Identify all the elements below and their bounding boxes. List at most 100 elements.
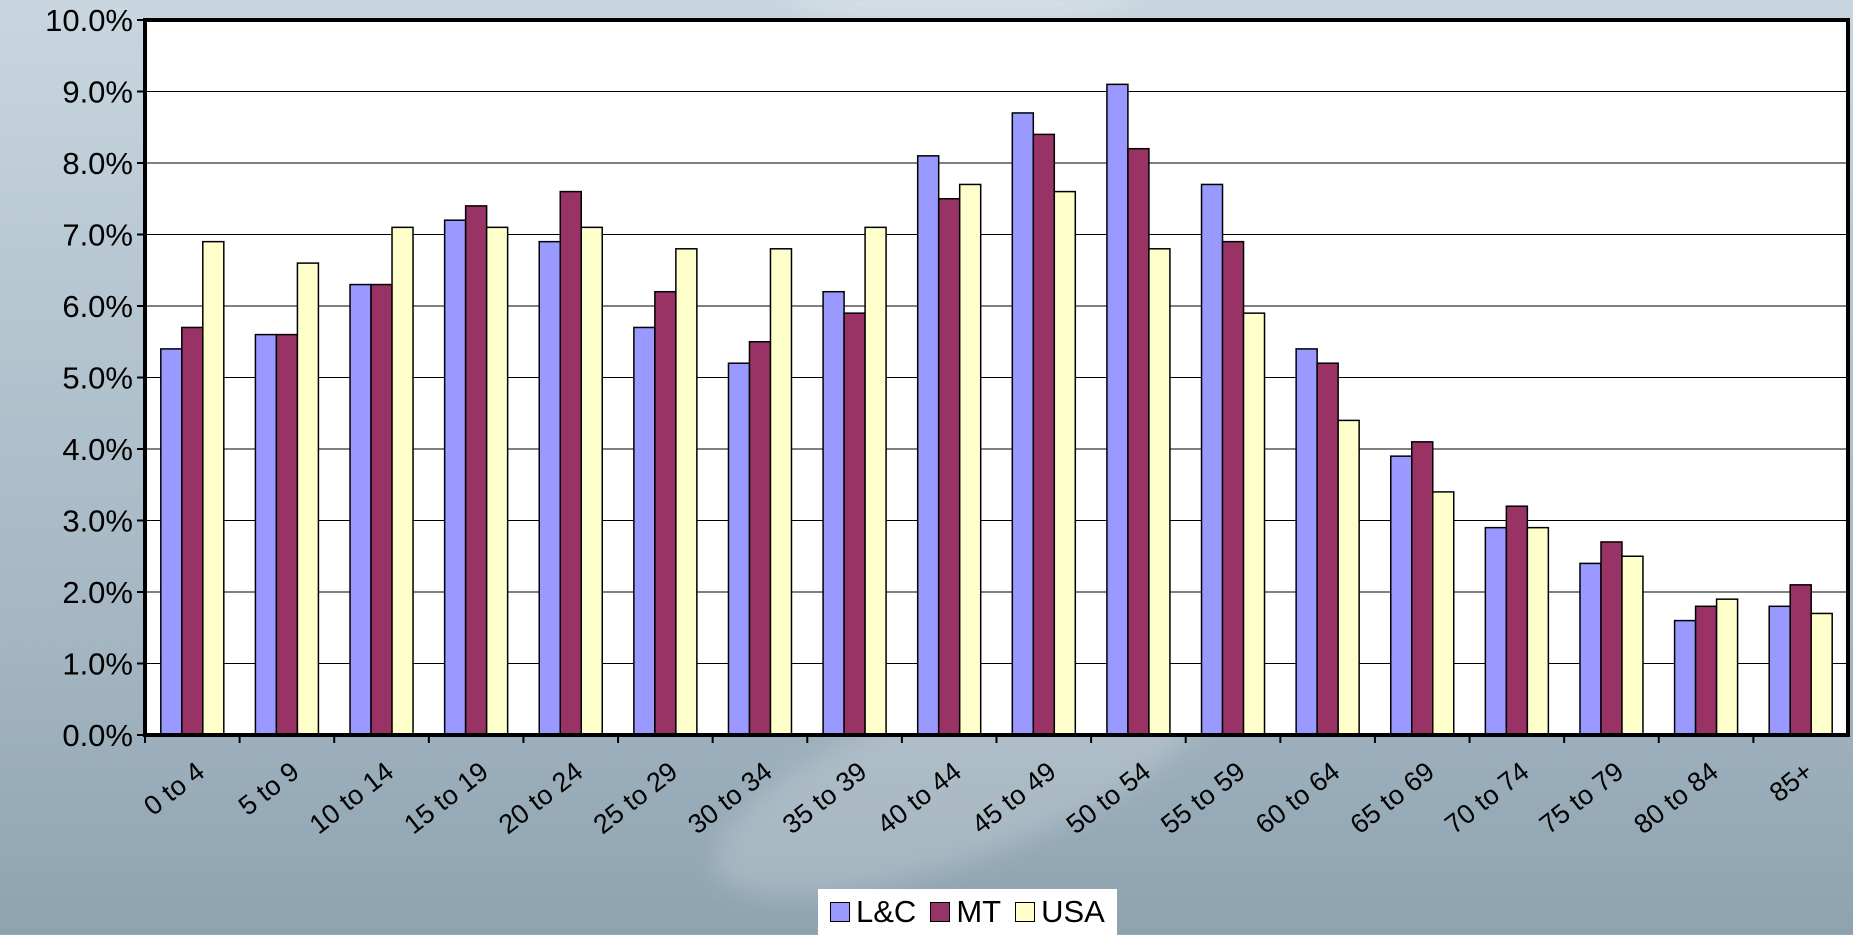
bar-usa-85plus [1810,612,1833,736]
bar-mt-50-to-54 [1127,147,1150,736]
x-tick-label: 40 to 44 [872,756,967,840]
bar-mt-15-to-19 [464,205,488,736]
bar-usa-75-to-79 [1621,555,1644,736]
bar-mt-0-to-4 [181,326,204,736]
bar-usa-80-to-84 [1715,598,1739,736]
x-tick-labels: 0 to 4 5 to 9 10 to 14 15 to 19 20 to 24 25 t… [138,756,1818,840]
x-tick-label: 45 to 49 [966,756,1061,840]
bar-mt-25-to-29 [654,290,677,736]
bar-lc-25-to-29 [633,326,656,736]
bar-usa-0-to-4 [202,240,225,736]
bar-usa-10-to-14 [391,226,414,736]
x-tick-label: 70 to 74 [1439,756,1534,840]
x-tick-label: 60 to 64 [1250,756,1345,840]
legend-item-usa: USA [1015,894,1105,930]
bar-mt-65-to-69 [1411,441,1434,736]
bar-lc-30-to-34 [727,362,751,736]
bar-mt-75-to-79 [1600,541,1623,736]
bar-lc-50-to-54 [1106,83,1129,736]
y-tick-label: 6.0% [62,289,133,324]
bar-lc-0-to-4 [160,348,183,736]
y-tick-label: 1.0% [62,647,133,682]
legend-item-mt: MT [930,894,1001,930]
x-tick-label: 75 to 79 [1534,756,1629,840]
bar-mt-35-to-39 [843,312,866,736]
bar-usa-40-to-44 [958,183,982,736]
bar-lc-60-to-64 [1295,348,1318,736]
bar-usa-45-to-49 [1053,190,1077,736]
x-tick-label: 20 to 24 [493,756,588,840]
x-tick-label: 55 to 59 [1155,756,1250,840]
bar-usa-65-to-69 [1432,491,1455,736]
bar-lc-5-to-9 [254,333,278,736]
bar-lc-80-to-84 [1673,619,1697,736]
bar-lc-45-to-49 [1011,112,1035,736]
bar-lc-40-to-44 [916,155,940,736]
y-tick-label: 7.0% [62,218,133,253]
y-tick-label: 3.0% [62,504,133,539]
bar-usa-70-to-74 [1526,526,1550,736]
bar-mt-45-to-49 [1032,133,1056,736]
x-tick-label: 5 to 9 [233,756,305,821]
bars [160,83,1833,736]
x-tick-label: 80 to 84 [1628,756,1723,840]
bar-lc-55-to-59 [1200,183,1224,736]
x-tick-label: 10 to 14 [304,756,399,840]
bar-lc-85plus [1768,605,1791,736]
bar-usa-5-to-9 [296,262,320,736]
bar-usa-55-to-59 [1242,312,1266,736]
legend-label-usa: USA [1041,894,1105,929]
y-tick-label: 8.0% [62,146,133,181]
legend-label-mt: MT [956,894,1002,929]
axes [143,18,1850,743]
bar-lc-35-to-39 [822,290,845,736]
legend-swatch-lc [830,902,850,922]
x-tick-label: 15 to 19 [398,756,493,840]
bar-lc-65-to-69 [1390,455,1413,736]
bar-lc-15-to-19 [443,219,467,736]
bar-lc-20-to-24 [538,240,561,736]
bar-usa-20-to-24 [580,226,603,736]
x-tick-label: 30 to 34 [682,756,777,840]
x-tick-label: 85+ [1764,756,1819,808]
y-tick-label: 2.0% [62,575,133,610]
bar-usa-15-to-19 [485,226,509,736]
bar-mt-10-to-14 [370,283,393,736]
bar-usa-60-to-64 [1337,419,1360,736]
bar-mt-80-to-84 [1694,605,1718,736]
y-tick-labels: 0.0% 1.0% 2.0% 3.0% 4.0% 5.0% 6.0% 7.0% 8.0% 9.0%… [45,3,133,753]
bar-usa-30-to-34 [769,248,793,736]
bar-usa-50-to-54 [1148,248,1171,736]
legend: L&C MT USA [818,889,1117,935]
y-tick-label: 5.0% [62,361,133,396]
y-tick-label: 10.0% [45,3,133,38]
y-tick-label: 4.0% [62,432,133,467]
x-tick-label: 25 to 29 [588,756,683,840]
legend-swatch-usa [1015,902,1036,922]
x-tick-label: 65 to 69 [1345,756,1440,840]
bar-mt-55-to-59 [1221,240,1245,736]
bar-usa-35-to-39 [864,226,887,736]
bar-lc-75-to-79 [1579,562,1602,736]
y-tick-label: 0.0% [62,718,133,753]
x-tick-label: 35 to 39 [777,756,872,840]
bar-mt-20-to-24 [559,190,582,736]
bar-mt-85plus [1789,584,1812,736]
bar-usa-25-to-29 [675,248,698,736]
bar-mt-70-to-74 [1505,505,1529,736]
bar-lc-10-to-14 [349,283,372,736]
x-tick-label: 50 to 54 [1061,756,1156,840]
bar-mt-40-to-44 [937,198,961,736]
bar-mt-30-to-34 [748,341,772,736]
bar-mt-60-to-64 [1316,362,1339,736]
gridlines [137,19,1848,736]
legend-swatch-mt [930,902,951,922]
bar-lc-70-to-74 [1484,526,1508,736]
legend-label-lc: L&C [856,894,917,929]
x-tick-label: 0 to 4 [138,756,210,821]
y-tick-label: 9.0% [62,75,133,110]
legend-item-lc: L&C [830,894,916,930]
bar-mt-5-to-9 [275,333,299,736]
